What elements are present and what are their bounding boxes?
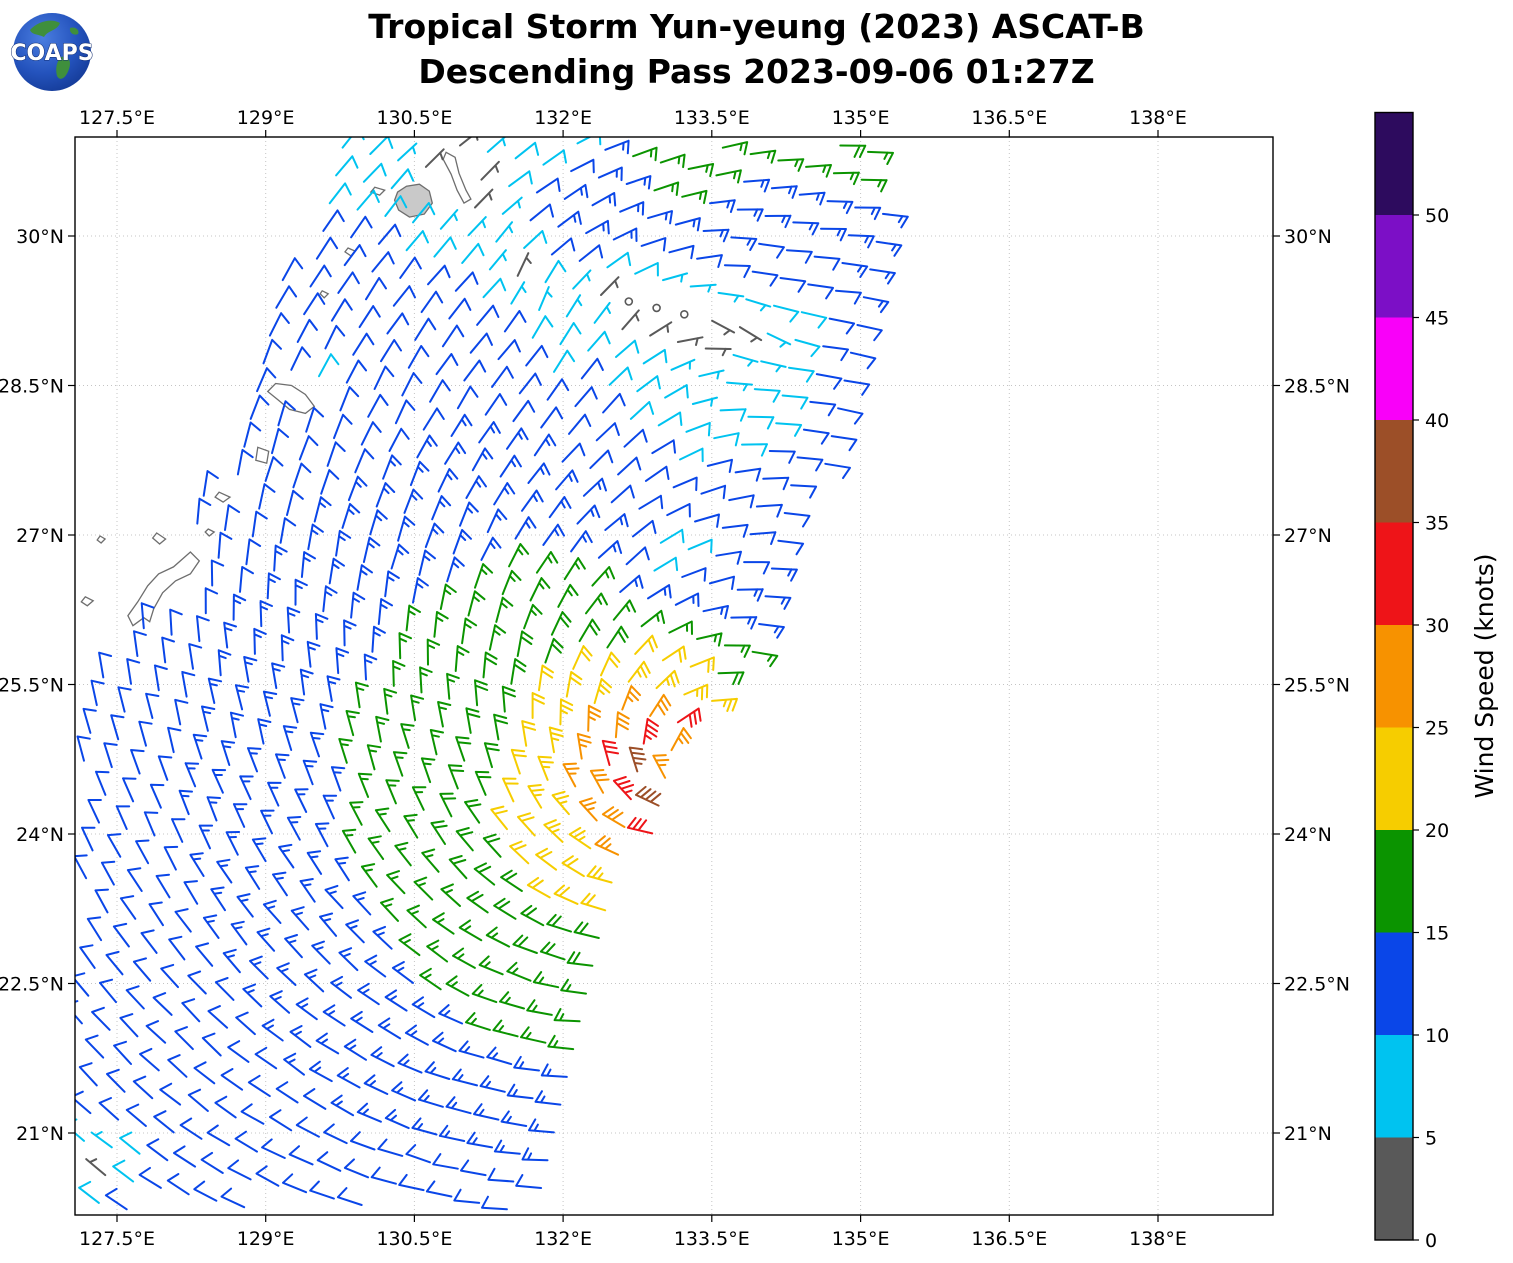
svg-text:25.5°N: 25.5°N	[1284, 675, 1350, 697]
coastlines	[80, 151, 472, 627]
svg-text:127.5°E: 127.5°E	[79, 107, 155, 129]
svg-text:28.5°N: 28.5°N	[0, 376, 64, 398]
svg-text:130.5°E: 130.5°E	[376, 1228, 452, 1250]
svg-text:22.5°N: 22.5°N	[0, 974, 64, 996]
globe-continent-patch	[69, 27, 79, 35]
gridlines	[75, 137, 1273, 1215]
svg-text:133.5°E: 133.5°E	[674, 107, 750, 129]
island-akusekijima	[319, 289, 330, 299]
island-tanegashima	[442, 151, 472, 204]
svg-text:132°E: 132°E	[534, 107, 592, 129]
svg-text:132°E: 132°E	[534, 1228, 592, 1250]
chart-title-line1: Tropical Storm Yun-yeung (2023) ASCAT-B	[368, 7, 1145, 46]
island-iheyajima	[151, 532, 167, 545]
svg-text:21°N: 21°N	[1284, 1123, 1332, 1145]
island-okinoerabujima	[214, 491, 232, 503]
svg-text:0: 0	[1425, 1230, 1437, 1252]
island-west-islet-1	[80, 595, 95, 607]
svg-text:24°N: 24°N	[16, 824, 64, 846]
map-border	[74, 136, 1274, 1216]
svg-text:15: 15	[1425, 923, 1449, 945]
svg-text:27°N: 27°N	[1284, 525, 1332, 547]
svg-text:136.5°E: 136.5°E	[971, 107, 1047, 129]
svg-text:135°E: 135°E	[832, 107, 890, 129]
wind-barbs	[75, 137, 909, 1211]
axis-ticks-and-labels: 127.5°E 127.5°E 129°E 129°E 130.5°E 130.5°E 13…	[0, 107, 1350, 1250]
svg-text:22.5°N: 22.5°N	[1284, 974, 1350, 996]
svg-text:40: 40	[1425, 410, 1449, 432]
svg-text:27°N: 27°N	[16, 525, 64, 547]
island-amami-oshima	[266, 382, 316, 415]
svg-text:5: 5	[1425, 1128, 1437, 1150]
svg-text:30: 30	[1425, 615, 1449, 637]
svg-text:138°E: 138°E	[1129, 1228, 1187, 1250]
svg-text:136.5°E: 136.5°E	[971, 1228, 1047, 1250]
globe-continent-south-america	[56, 56, 71, 79]
svg-text:50: 50	[1425, 205, 1449, 227]
island-west-islet-2	[96, 535, 107, 544]
island-yoronjima	[204, 528, 216, 537]
chart-title-line2: Descending Pass 2023-09-06 01:27Z	[418, 52, 1095, 91]
svg-text:30°N: 30°N	[16, 226, 64, 248]
island-tokunoshima	[255, 446, 270, 465]
svg-text:25: 25	[1425, 718, 1449, 740]
svg-text:30°N: 30°N	[1284, 226, 1332, 248]
colorbar-axis-label: Wind Speed (knots)	[1470, 553, 1499, 798]
svg-text:130.5°E: 130.5°E	[376, 107, 452, 129]
colorbar: 0 5 10 15 20 25 30 35 40 45 50	[1374, 111, 1449, 1252]
svg-text:138°E: 138°E	[1129, 107, 1187, 129]
svg-text:135°E: 135°E	[832, 1228, 890, 1250]
svg-text:133.5°E: 133.5°E	[674, 1228, 750, 1250]
island-okinawa	[127, 551, 201, 627]
svg-text:10: 10	[1425, 1025, 1449, 1047]
globe-continent-north-america	[30, 20, 60, 37]
svg-text:25.5°N: 25.5°N	[0, 675, 64, 697]
svg-text:45: 45	[1425, 308, 1449, 330]
svg-text:24°N: 24°N	[1284, 824, 1332, 846]
svg-text:21°N: 21°N	[16, 1123, 64, 1145]
svg-text:20: 20	[1425, 820, 1449, 842]
svg-text:127.5°E: 127.5°E	[79, 1228, 155, 1250]
island-yakushima	[393, 183, 434, 218]
svg-text:28.5°N: 28.5°N	[1284, 376, 1350, 398]
svg-text:35: 35	[1425, 513, 1449, 535]
svg-text:129°E: 129°E	[237, 107, 295, 129]
logo-text: COAPS	[10, 41, 93, 66]
coaps-logo: COAPS	[10, 13, 94, 91]
svg-text:129°E: 129°E	[237, 1228, 295, 1250]
